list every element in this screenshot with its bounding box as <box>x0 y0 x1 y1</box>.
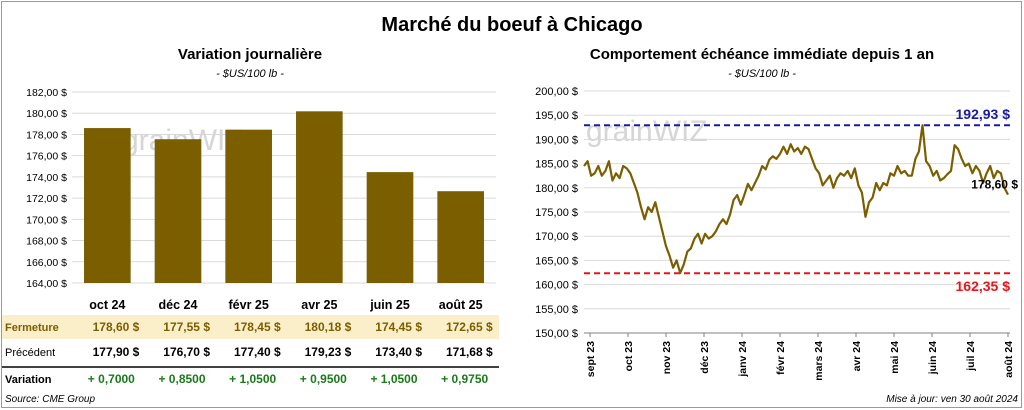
bar-5 <box>437 191 484 283</box>
right-watermark: grainWIZ <box>586 115 708 148</box>
variation-cell: + 0,9750 <box>441 372 488 386</box>
right-x-axis: sept 23 oct 23 nov 23 déc 23 janv 24 févr 24 m… <box>585 333 1015 381</box>
source-note: Source: CME Group <box>5 394 96 405</box>
x-tick-label: sept 23 <box>585 341 597 377</box>
close-price-cell: 177,55 $ <box>163 320 210 334</box>
left-gridlines <box>72 91 496 284</box>
x-tick-label: févr 25 <box>229 298 269 312</box>
x-tick-label: déc 24 <box>159 298 198 312</box>
reference-lines: 192,93 $ 162,35 $ <box>584 106 1010 294</box>
bar-0 <box>84 128 131 283</box>
x-tick-label: nov 23 <box>661 341 673 374</box>
x-tick-label: août 25 <box>439 298 483 312</box>
variation-cell: + 1,0500 <box>229 372 276 386</box>
right-y-tick-label: 180,00 $ <box>535 183 578 195</box>
bar-4 <box>366 172 414 283</box>
left-y-tick-label: 174,00 $ <box>26 172 67 184</box>
left-y-tick-label: 178,00 $ <box>26 129 67 141</box>
close-price-cell: 180,18 $ <box>305 320 352 334</box>
previous-price-cell: 176,70 $ <box>163 345 210 359</box>
x-tick-label: juin 24 <box>927 341 939 375</box>
previous-price-cell: 173,40 $ <box>375 345 422 359</box>
close-price-cell: 174,45 $ <box>375 320 422 334</box>
close-price-cell: 172,65 $ <box>446 320 493 334</box>
variation-cell: + 0,8500 <box>158 372 205 386</box>
bar-3 <box>296 111 343 283</box>
bar-1 <box>154 139 202 283</box>
bar-2 <box>225 129 272 283</box>
right-chart-unit: - $US/100 lb - <box>728 68 796 80</box>
right-chart-title: Comportement échéance immédiate depuis 1… <box>589 46 935 63</box>
x-tick-label: mars 24 <box>813 341 825 381</box>
right-y-tick-label: 200,00 $ <box>535 86 578 98</box>
right-y-tick-label: 165,00 $ <box>535 255 578 267</box>
right-y-tick-label: 170,00 $ <box>535 231 578 243</box>
right-gridlines <box>584 90 1010 334</box>
close-price-cell: 178,60 $ <box>93 320 140 334</box>
left-y-tick-label: 182,00 $ <box>26 87 67 99</box>
x-tick-label: avr 24 <box>851 341 863 372</box>
x-tick-label: avr 25 <box>301 298 337 312</box>
row-label-variation: Variation <box>5 374 52 386</box>
right-y-tick-label: 150,00 $ <box>535 328 578 340</box>
left-y-tick-label: 164,00 $ <box>26 278 67 290</box>
right-y-tick-label: 160,00 $ <box>535 280 578 292</box>
right-y-tick-label: 175,00 $ <box>535 207 578 219</box>
x-tick-label: mai 24 <box>889 341 901 374</box>
price-line <box>583 124 1009 275</box>
left-y-axis: 164,00 $ 166,00 $ 168,00 $ 170,00 $ 172,00 $… <box>26 87 67 290</box>
fermeture-row-band <box>2 315 499 339</box>
variation-cell: + 0,7000 <box>88 372 135 386</box>
ref-label-0: 192,93 $ <box>956 106 1011 122</box>
x-tick-label: juil 24 <box>965 341 977 372</box>
page-title: Marché du boeuf à Chicago <box>381 14 643 36</box>
last-price-label: 178,60 $ <box>971 178 1018 192</box>
previous-price-cell: 177,90 $ <box>93 345 140 359</box>
x-tick-label: déc 23 <box>699 341 711 374</box>
previous-price-cell: 171,68 $ <box>446 345 493 359</box>
row-label-precedent: Précédent <box>5 347 55 359</box>
right-y-axis: 150,00 $ 155,00 $ 160,00 $ 165,00 $ 170,00 $… <box>535 86 578 340</box>
previous-price-cell: 177,40 $ <box>234 345 281 359</box>
variation-cell: + 0,9500 <box>300 372 347 386</box>
right-y-tick-label: 190,00 $ <box>535 134 578 146</box>
x-tick-label: août 24 <box>1003 341 1015 378</box>
x-tick-label: oct 24 <box>89 298 125 312</box>
right-y-tick-label: 195,00 $ <box>535 110 578 122</box>
left-chart-title: Variation journalière <box>177 46 323 63</box>
right-y-tick-label: 185,00 $ <box>535 159 578 171</box>
left-x-axis: oct 24 déc 24 févr 25 avr 25 juin 25 août 25 <box>89 298 482 312</box>
left-y-tick-label: 166,00 $ <box>26 257 67 269</box>
x-tick-label: janv 24 <box>737 341 749 378</box>
close-price-cell: 178,45 $ <box>234 320 281 334</box>
price-table: 178,60 $ 177,90 $ + 0,7000 177,55 $ 176,70 $… <box>88 320 493 386</box>
right-y-tick-label: 155,00 $ <box>535 304 578 316</box>
left-y-tick-label: 172,00 $ <box>26 193 67 205</box>
left-bars <box>84 111 484 283</box>
left-chart-unit: - $US/100 lb - <box>216 68 284 80</box>
left-y-tick-label: 168,00 $ <box>26 236 67 248</box>
left-y-tick-label: 180,00 $ <box>26 108 67 120</box>
left-y-tick-label: 170,00 $ <box>26 214 67 226</box>
left-y-tick-label: 176,00 $ <box>26 151 67 163</box>
update-note: Mise à jour: ven 30 août 2024 <box>886 394 1018 405</box>
row-label-fermeture: Fermeture <box>5 322 59 334</box>
previous-price-cell: 179,23 $ <box>305 345 352 359</box>
ref-label-1: 162,35 $ <box>956 278 1011 294</box>
x-tick-label: juin 25 <box>369 298 410 312</box>
x-tick-label: oct 23 <box>623 341 635 372</box>
variation-cell: + 1,0500 <box>370 372 417 386</box>
x-tick-label: févr 24 <box>775 341 787 375</box>
